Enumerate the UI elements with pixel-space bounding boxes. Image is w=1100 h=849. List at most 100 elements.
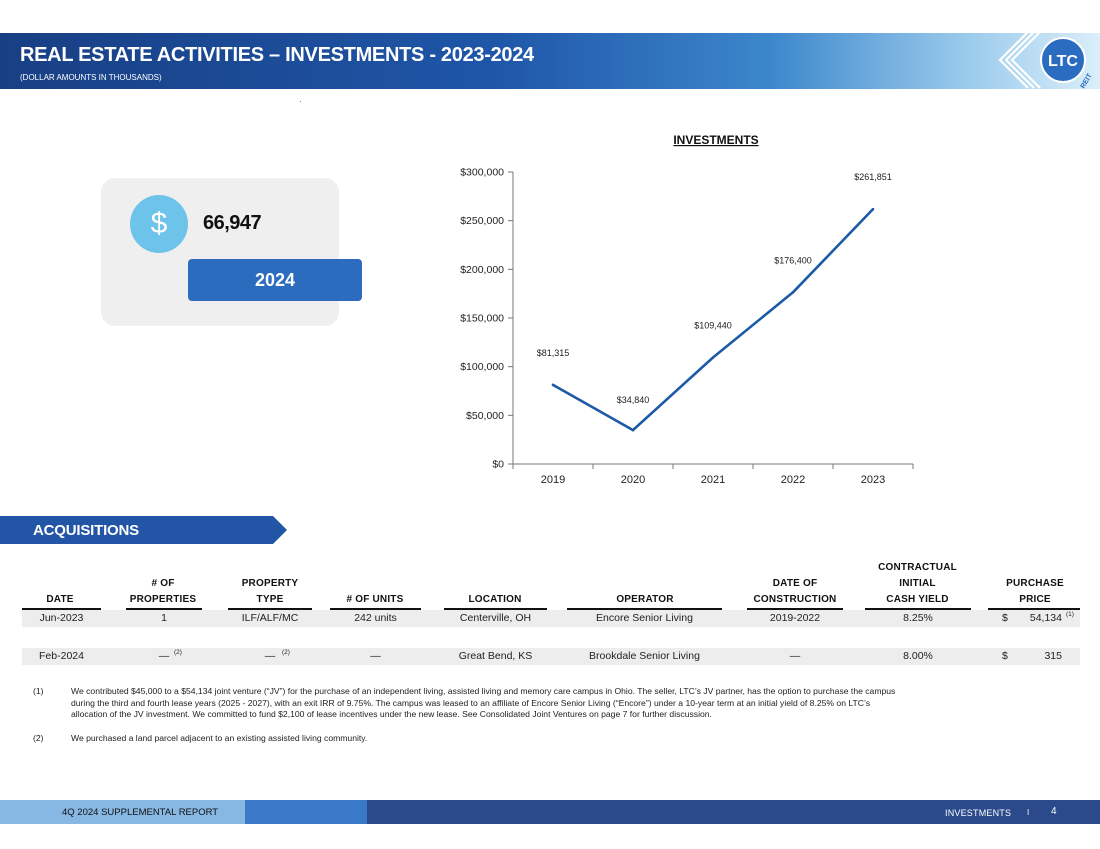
footnote-line: allocation of the JV investment. We comm… bbox=[71, 709, 712, 719]
table-row bbox=[22, 648, 1080, 665]
header-units-line1: # OF UNITS bbox=[346, 594, 404, 605]
cell-price: 54,134 bbox=[1029, 612, 1062, 624]
data-point bbox=[551, 383, 555, 387]
footer-separator: I bbox=[1027, 808, 1030, 817]
data-point bbox=[791, 291, 795, 294]
acquisitions-banner: ACQUISITIONS bbox=[0, 516, 287, 544]
header-rule bbox=[444, 608, 547, 610]
logo-text: LTC bbox=[1048, 53, 1078, 70]
acquisitions-title: ACQUISITIONS bbox=[33, 522, 139, 539]
cell-operator: Encore Senior Living bbox=[596, 612, 693, 624]
y-tick-label: $200,000 bbox=[460, 264, 504, 276]
x-tick-label: 2021 bbox=[701, 474, 725, 486]
data-label: $34,840 bbox=[617, 395, 650, 405]
cell-units: — bbox=[370, 650, 381, 662]
footer-section-name: INVESTMENTS bbox=[945, 808, 1012, 818]
dollar-icon: $ bbox=[130, 195, 188, 253]
footnote-ref: (2) bbox=[282, 649, 290, 656]
header-rule bbox=[747, 608, 843, 610]
chart-title: INVESTMENTS bbox=[673, 133, 758, 147]
cell-location: Great Bend, KS bbox=[458, 650, 533, 662]
header-location: LOCATION bbox=[440, 592, 550, 608]
header-yield-line1: CONTRACTUAL bbox=[878, 562, 957, 573]
y-tick-label: $150,000 bbox=[460, 313, 504, 325]
y-tick-label: $100,000 bbox=[460, 361, 504, 373]
header-rule bbox=[228, 608, 312, 610]
footer-band bbox=[245, 800, 367, 824]
y-tick-label: $50,000 bbox=[466, 410, 504, 422]
header-rule bbox=[988, 608, 1080, 610]
header-price-line2: PRICE bbox=[1019, 594, 1051, 605]
cell-type: ILF/ALF/MC bbox=[241, 612, 299, 624]
page-header: REAL ESTATE ACTIVITIES – INVESTMENTS - 2… bbox=[0, 33, 1100, 89]
y-tick-label: $0 bbox=[492, 459, 504, 471]
cell-construction: 2019-2022 bbox=[769, 612, 821, 624]
stat-value: 66,947 bbox=[203, 212, 262, 234]
footnote-marker: (2) bbox=[33, 733, 44, 743]
header-units: # OF UNITS bbox=[325, 592, 425, 608]
cell-yield: 8.00% bbox=[903, 650, 933, 662]
x-tick-label: 2022 bbox=[781, 474, 805, 486]
header-construction: DATE OF CONSTRUCTION bbox=[740, 576, 850, 608]
header-operator: OPERATOR bbox=[570, 592, 720, 608]
header-date-line1: DATE bbox=[46, 594, 74, 605]
investments-chart: INVESTMENTS $0 $50,000 $100,000 $150,000 $20… bbox=[460, 133, 914, 486]
header-properties-line1: # OF bbox=[151, 578, 175, 589]
stat-card bbox=[101, 178, 339, 326]
header-rule bbox=[330, 608, 421, 610]
footnote-ref: (2) bbox=[174, 649, 182, 656]
page-subtitle: (DOLLAR AMOUNTS IN THOUSANDS) bbox=[20, 73, 162, 82]
x-tick-label: 2019 bbox=[541, 474, 565, 486]
data-label: $261,851 bbox=[854, 172, 892, 182]
data-label: $81,315 bbox=[537, 348, 570, 358]
header-price-line1: PURCHASE bbox=[1006, 578, 1064, 589]
header-type-line2: TYPE bbox=[256, 594, 284, 605]
footnote-2: We purchased a land parcel adjacent to a… bbox=[71, 733, 1081, 745]
footer-report-name: 4Q 2024 SUPPLEMENTAL REPORT bbox=[62, 807, 219, 818]
cell-yield: 8.25% bbox=[903, 612, 933, 624]
header-construction-line1: DATE OF bbox=[772, 578, 818, 589]
header-yield: CONTRACTUAL INITIAL CASH YIELD bbox=[865, 560, 970, 608]
footnote-ref: (1) bbox=[1066, 611, 1074, 618]
cell-price: 315 bbox=[1044, 650, 1062, 662]
cell-properties: 1 bbox=[161, 612, 167, 624]
data-label: $176,400 bbox=[774, 255, 812, 265]
page-number: 4 bbox=[1051, 806, 1057, 817]
stat-year-badge: 2024 bbox=[188, 259, 362, 301]
cell-type: — bbox=[264, 650, 276, 662]
page-footer: 4Q 2024 SUPPLEMENTAL REPORT INVESTMENTS … bbox=[0, 800, 1100, 824]
footer-band bbox=[0, 800, 245, 824]
header-yield-line3: CASH YIELD bbox=[886, 594, 949, 605]
data-point bbox=[631, 428, 635, 432]
data-point bbox=[711, 356, 715, 359]
y-tick-label: $250,000 bbox=[460, 215, 504, 227]
data-point bbox=[871, 207, 875, 211]
y-tick-label: $300,000 bbox=[460, 167, 504, 179]
cell-units: 242 units bbox=[354, 612, 397, 624]
footnote-line: We purchased a land parcel adjacent to a… bbox=[71, 733, 368, 743]
header-rule bbox=[865, 608, 971, 610]
cell-price-symbol: $ bbox=[1002, 650, 1008, 662]
table-row bbox=[22, 610, 1080, 627]
header-type: PROPERTY TYPE bbox=[225, 576, 315, 608]
footnote-line: during the third and fourth lease years … bbox=[71, 697, 871, 708]
header-construction-line2: CONSTRUCTION bbox=[753, 594, 837, 605]
stray-dot bbox=[300, 101, 301, 102]
header-price: PURCHASE PRICE bbox=[990, 576, 1080, 608]
header-type-line1: PROPERTY bbox=[241, 578, 299, 589]
header-rule bbox=[126, 608, 202, 610]
header-rule bbox=[567, 608, 722, 610]
logo-subtext: REIT bbox=[1080, 72, 1094, 90]
header-yield-line2: INITIAL bbox=[899, 578, 936, 589]
footnote-line: We contributed $45,000 to a $54,134 join… bbox=[71, 686, 896, 696]
cell-price-symbol: $ bbox=[1002, 612, 1008, 624]
header-properties-line2: PROPERTIES bbox=[129, 594, 197, 605]
cell-date: Jun-2023 bbox=[39, 612, 84, 624]
ltc-logo: LTC REIT bbox=[998, 31, 1094, 90]
header-operator-line1: OPERATOR bbox=[616, 594, 674, 605]
data-label: $109,440 bbox=[694, 320, 732, 330]
header-location-line1: LOCATION bbox=[468, 594, 522, 605]
header-date: DATE bbox=[30, 592, 90, 608]
cell-date: Feb-2024 bbox=[39, 650, 84, 662]
cell-properties: — bbox=[158, 650, 170, 662]
